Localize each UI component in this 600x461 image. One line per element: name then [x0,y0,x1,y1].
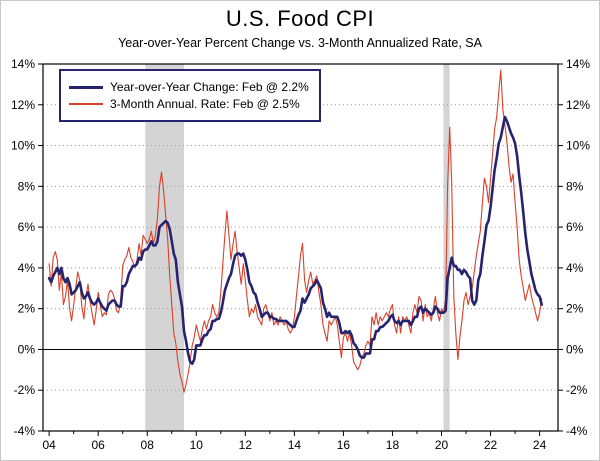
y-axis-label-left: -2% [14,383,36,397]
plot-border [42,63,559,432]
chart-subtitle: Year-over-Year Percent Change vs. 3-Mont… [118,36,482,50]
y-axis-label-left: -4% [14,424,36,438]
recession-band [145,64,185,431]
x-axis-label: 22 [484,438,498,452]
y-axis-label-left: 0% [18,342,36,356]
legend-label-3mo: 3-Month Annual. Rate: Feb @ 2.5% [110,97,300,111]
x-axis-label: 18 [386,438,400,452]
three-month-line-swatch [69,103,103,105]
yoy-line-swatch [69,85,103,89]
y-axis-label-left: 6% [18,220,36,234]
series-line-yoy [47,115,543,365]
y-axis-label-right: 2% [566,302,584,316]
y-axis-label-right: -2% [566,383,588,397]
y-axis-label-right: 6% [566,220,584,234]
x-axis-label: 12 [239,438,253,452]
x-axis-label: 16 [337,438,351,452]
legend-item-3mo: 3-Month Annual. Rate: Feb @ 2.5% [69,97,309,111]
y-axis-label-left: 14% [11,57,35,71]
y-axis-label-left: 8% [18,179,36,193]
y-axis-label-left: 4% [18,261,36,275]
x-axis-label: 04 [42,438,56,452]
x-axis-label: 20 [435,438,449,452]
y-axis-label-right: 12% [566,98,590,112]
legend: Year-over-Year Change: Feb @ 2.2% 3-Mont… [59,69,321,122]
series-line-three-month [48,69,543,393]
y-axis-label-right: 10% [566,139,590,153]
y-axis-label-right: -4% [566,424,588,438]
y-axis-label-right: 14% [566,57,590,71]
y-axis-label-right: 0% [566,342,584,356]
legend-item-yoy: Year-over-Year Change: Feb @ 2.2% [69,80,309,94]
chart-title: U.S. Food CPI [225,6,375,31]
x-axis-label: 14 [288,438,302,452]
x-axis-label: 08 [141,438,155,452]
y-axis-label-left: 2% [18,302,36,316]
x-axis-label: 10 [190,438,204,452]
y-axis-label-left: 12% [11,98,35,112]
y-axis-label-right: 8% [566,179,584,193]
legend-label-yoy: Year-over-Year Change: Feb @ 2.2% [110,80,309,94]
y-axis-label-left: 10% [11,139,35,153]
x-axis-label: 24 [533,438,547,452]
y-axis-label-right: 4% [566,261,584,275]
x-axis-label: 06 [91,438,105,452]
